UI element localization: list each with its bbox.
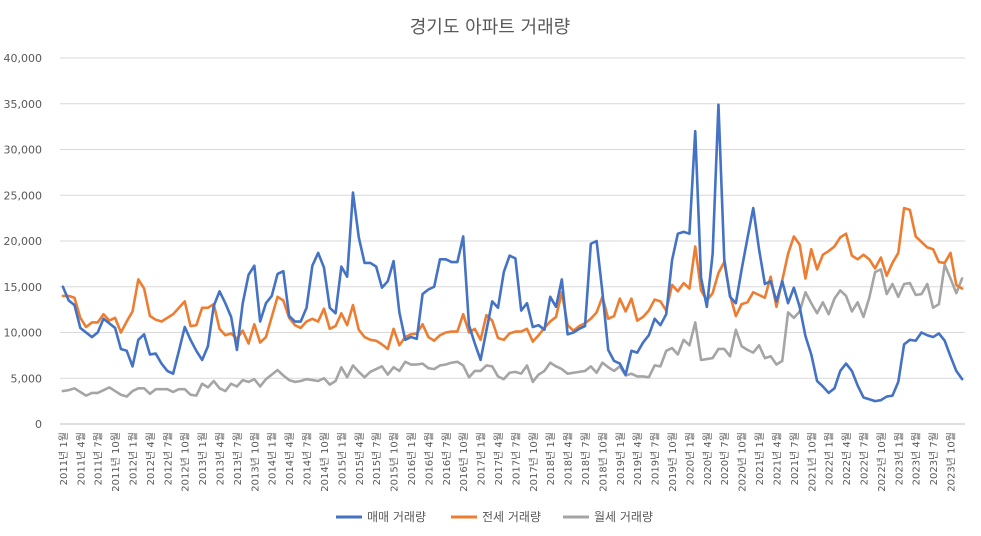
series-line-jeonse [61, 206, 964, 351]
x-tick-label: 2014년 10월 [319, 432, 331, 492]
x-tick-label: 2016년 1월 [406, 432, 418, 485]
x-tick-label: 2011년 4월 [75, 432, 87, 485]
y-axis-ticks: 0 5,000 10,000 15,000 20,000 25,000 30,000 35,0… [4, 52, 43, 431]
x-tick-label: 2015년 7월 [371, 432, 383, 485]
x-tick-label: 2019년 1월 [615, 432, 627, 485]
y-tick-label: 0 [35, 418, 42, 431]
x-tick-label: 2020년 7월 [719, 432, 731, 485]
x-tick-label: 2023년 10월 [945, 432, 957, 492]
x-tick-label: 2018년 10월 [597, 432, 609, 492]
series-lines [61, 103, 964, 403]
x-tick-label: 2014년 7월 [302, 432, 314, 485]
x-tick-label: 2023년 4월 [911, 432, 923, 485]
chart-title: 경기도 아파트 거래량 [410, 17, 570, 38]
x-tick-label: 2012년 10월 [180, 432, 192, 492]
x-tick-label: 2015년 1월 [336, 432, 348, 485]
x-tick-label: 2012년 1월 [128, 432, 140, 485]
x-tick-label: 2018년 7월 [580, 432, 592, 485]
x-tick-label: 2017년 10월 [528, 432, 540, 492]
x-tick-label: 2021년 1월 [754, 432, 766, 485]
x-tick-label: 2016년 10월 [458, 432, 470, 492]
x-tick-label: 2017년 7월 [510, 432, 522, 485]
legend-label-wolse: 월세 거래량 [594, 510, 653, 524]
y-tick-label: 35,000 [4, 98, 43, 111]
x-tick-label: 2022년 10월 [876, 432, 888, 492]
y-tick-label: 30,000 [4, 144, 43, 157]
y-tick-label: 15,000 [4, 281, 43, 294]
x-tick-label: 2011년 10월 [110, 432, 122, 492]
x-tick-label: 2011년 1월 [58, 432, 70, 485]
x-tick-label: 2015년 10월 [389, 432, 401, 492]
x-tick-label: 2017년 1월 [476, 432, 488, 485]
x-tick-label: 2019년 10월 [667, 432, 679, 492]
x-tick-label: 2020년 1월 [684, 432, 696, 485]
x-tick-label: 2013년 1월 [197, 432, 209, 485]
x-tick-label: 2016년 4월 [423, 432, 435, 485]
legend-label-sales: 매매 거래량 [367, 510, 426, 524]
x-tick-label: 2023년 7월 [928, 432, 940, 485]
x-tick-label: 2018년 4월 [563, 432, 575, 485]
x-tick-label: 2020년 10월 [737, 432, 749, 492]
legend-label-jeonse: 전세 거래량 [482, 510, 541, 524]
y-tick-label: 5,000 [11, 372, 43, 385]
x-tick-label: 2019년 4월 [632, 432, 644, 485]
x-tick-label: 2021년 10월 [806, 432, 818, 492]
x-tick-label: 2016년 7월 [441, 432, 453, 485]
x-tick-label: 2019년 7월 [650, 432, 662, 485]
x-tick-label: 2017년 4월 [493, 432, 505, 485]
x-tick-label: 2014년 4월 [284, 432, 296, 485]
x-tick-label: 2013년 10월 [249, 432, 261, 492]
gridlines [60, 57, 965, 425]
x-axis-ticks: 2011년 1월 2011년 4월 2011년 7월 2011년 10월 2012년 1… [58, 432, 958, 492]
x-tick-label: 2023년 1월 [893, 432, 905, 485]
x-tick-label: 2022년 4월 [841, 432, 853, 485]
x-tick-label: 2013년 7월 [232, 432, 244, 485]
y-tick-label: 25,000 [4, 189, 43, 202]
y-tick-label: 10,000 [4, 327, 43, 340]
x-tick-label: 2018년 1월 [545, 432, 557, 485]
x-tick-label: 2022년 1월 [824, 432, 836, 485]
x-tick-label: 2022년 7월 [858, 432, 870, 485]
x-tick-label: 2020년 4월 [702, 432, 714, 485]
series-line-sales [61, 103, 964, 403]
x-tick-label: 2012년 7월 [162, 432, 174, 485]
y-tick-label: 40,000 [4, 52, 43, 65]
y-tick-label: 20,000 [4, 235, 43, 248]
x-tick-label: 2021년 7월 [789, 432, 801, 485]
x-tick-label: 2015년 4월 [354, 432, 366, 485]
x-tick-label: 2014년 1월 [267, 432, 279, 485]
series-line-wolse [61, 263, 964, 398]
x-tick-label: 2021년 4월 [771, 432, 783, 485]
legend: 매매 거래량 전세 거래량 월세 거래량 [336, 510, 653, 524]
x-tick-label: 2013년 4월 [215, 432, 227, 485]
x-tick-label: 2012년 4월 [145, 432, 157, 485]
x-tick-label: 2011년 7월 [93, 432, 105, 485]
